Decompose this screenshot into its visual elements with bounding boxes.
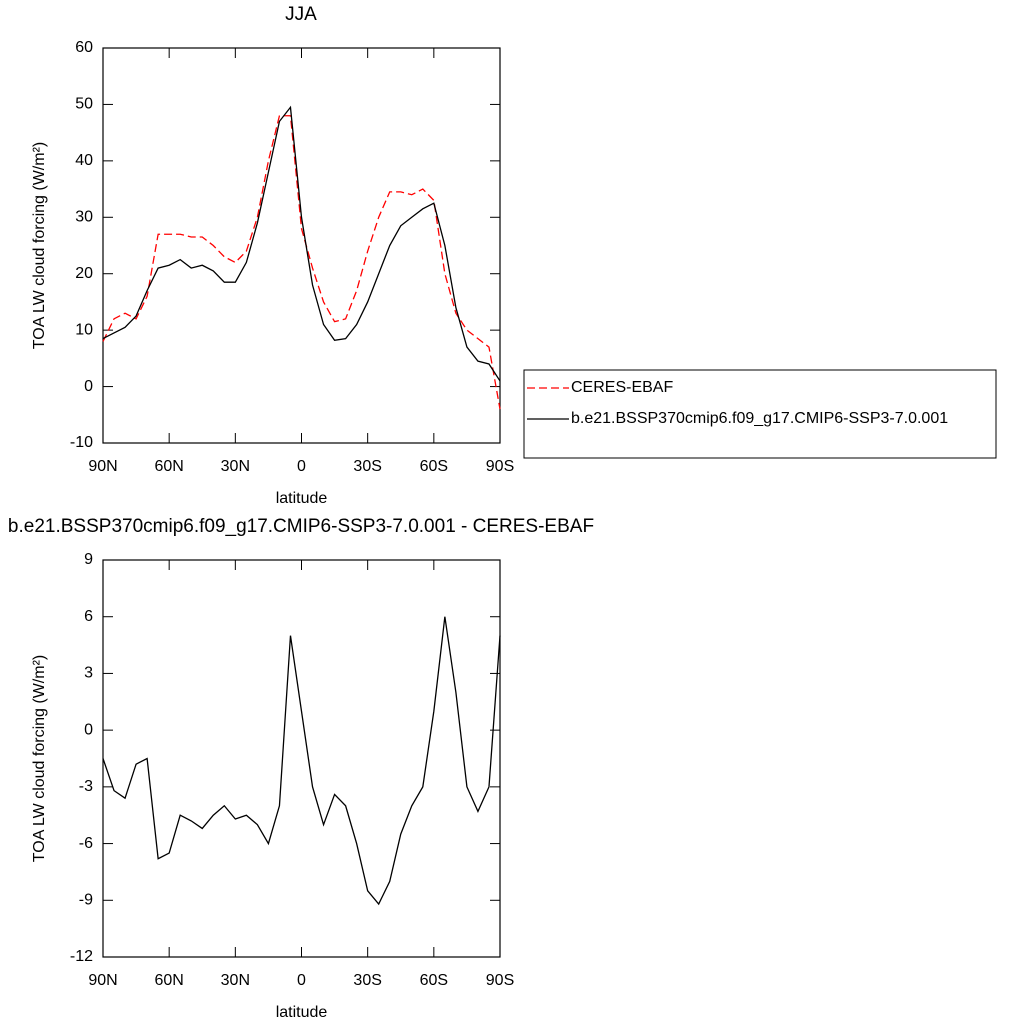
x-tick-label: 90S	[486, 458, 514, 475]
y-axis-label: TOA LW cloud forcing (W/m²)	[31, 142, 48, 349]
y-tick-label: 20	[75, 265, 93, 282]
x-tick-label: 0	[297, 972, 306, 989]
y-tick-label: -6	[79, 835, 93, 852]
y-tick-label: 30	[75, 209, 93, 226]
x-tick-label: 0	[297, 458, 306, 475]
legend-label: b.e21.BSSP370cmip6.f09_g17.CMIP6-SSP3-7.…	[571, 410, 948, 427]
chart-title: b.e21.BSSP370cmip6.f09_g17.CMIP6-SSP3-7.…	[8, 516, 594, 537]
x-axis-label: latitude	[276, 490, 328, 507]
y-tick-label: 3	[84, 665, 93, 682]
x-tick-label: 60S	[420, 972, 448, 989]
x-tick-label: 30S	[353, 458, 381, 475]
y-tick-label: 40	[75, 152, 93, 169]
x-tick-label: 60N	[154, 458, 183, 475]
y-tick-label: 10	[75, 321, 93, 338]
y-tick-label: 9	[84, 551, 93, 568]
data-line	[102, 105, 501, 382]
x-tick-label: 60S	[420, 458, 448, 475]
x-tick-label: 90N	[88, 972, 117, 989]
x-axis-label: latitude	[276, 1004, 328, 1021]
y-tick-label: -12	[70, 948, 93, 965]
data-line	[102, 115, 501, 410]
x-tick-label: 60N	[154, 972, 183, 989]
legend-box	[523, 369, 997, 459]
y-tick-label: -9	[79, 892, 93, 909]
y-tick-label: 50	[75, 96, 93, 113]
x-tick-label: 30N	[221, 458, 250, 475]
y-tick-label: 60	[75, 39, 93, 56]
plot-frame	[102, 559, 501, 958]
data-line	[102, 616, 501, 906]
y-tick-label: -3	[79, 778, 93, 795]
x-tick-label: 90N	[88, 458, 117, 475]
y-tick-label: 0	[84, 721, 93, 738]
x-tick-label: 30N	[221, 972, 250, 989]
y-tick-label: -10	[70, 434, 93, 451]
y-tick-label: 0	[84, 378, 93, 395]
y-axis-label: TOA LW cloud forcing (W/m²)	[31, 655, 48, 862]
y-tick-label: 6	[84, 608, 93, 625]
x-tick-label: 30S	[353, 972, 381, 989]
legend-label: CERES-EBAF	[571, 379, 673, 396]
chart-title: JJA	[285, 4, 317, 25]
x-tick-label: 90S	[486, 972, 514, 989]
